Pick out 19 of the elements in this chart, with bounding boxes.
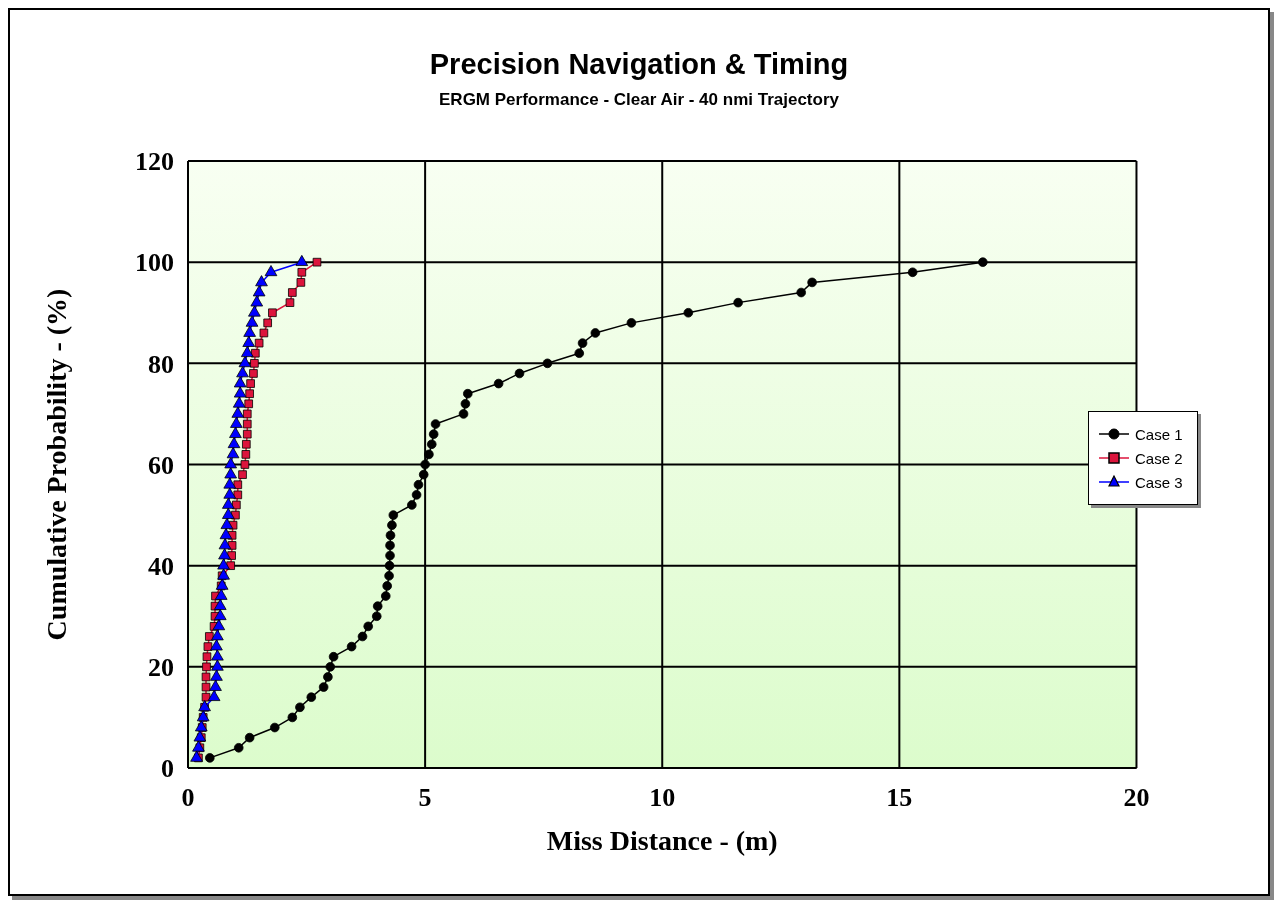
y-tick-label: 60 <box>148 450 174 480</box>
y-tick-label: 120 <box>135 147 174 177</box>
y-tick-label: 0 <box>161 754 174 784</box>
x-tick-label: 10 <box>649 783 676 813</box>
legend-label: Case 1 <box>1135 425 1183 443</box>
x-tick-label: 15 <box>886 783 913 813</box>
x-tick-label: 5 <box>418 783 432 813</box>
y-tick-label: 20 <box>148 653 174 683</box>
legend-label: Case 2 <box>1135 449 1183 467</box>
x-tick-label: 0 <box>181 783 195 813</box>
chart-title: Precision Navigation & Timing <box>428 48 850 81</box>
y-tick-label: 80 <box>148 349 174 379</box>
x-tick-label: 20 <box>1123 783 1150 813</box>
x-axis-title: Miss Distance - (m) <box>546 825 778 856</box>
legend-label: Case 3 <box>1135 473 1183 491</box>
chart-subtitle: ERGM Performance - Clear Air - 40 nmi Trajectory <box>438 90 840 110</box>
y-tick-label: 100 <box>135 248 174 278</box>
y-tick-label: 40 <box>148 551 174 581</box>
y-axis-title: Cumulative Probability - (%) <box>40 288 72 641</box>
